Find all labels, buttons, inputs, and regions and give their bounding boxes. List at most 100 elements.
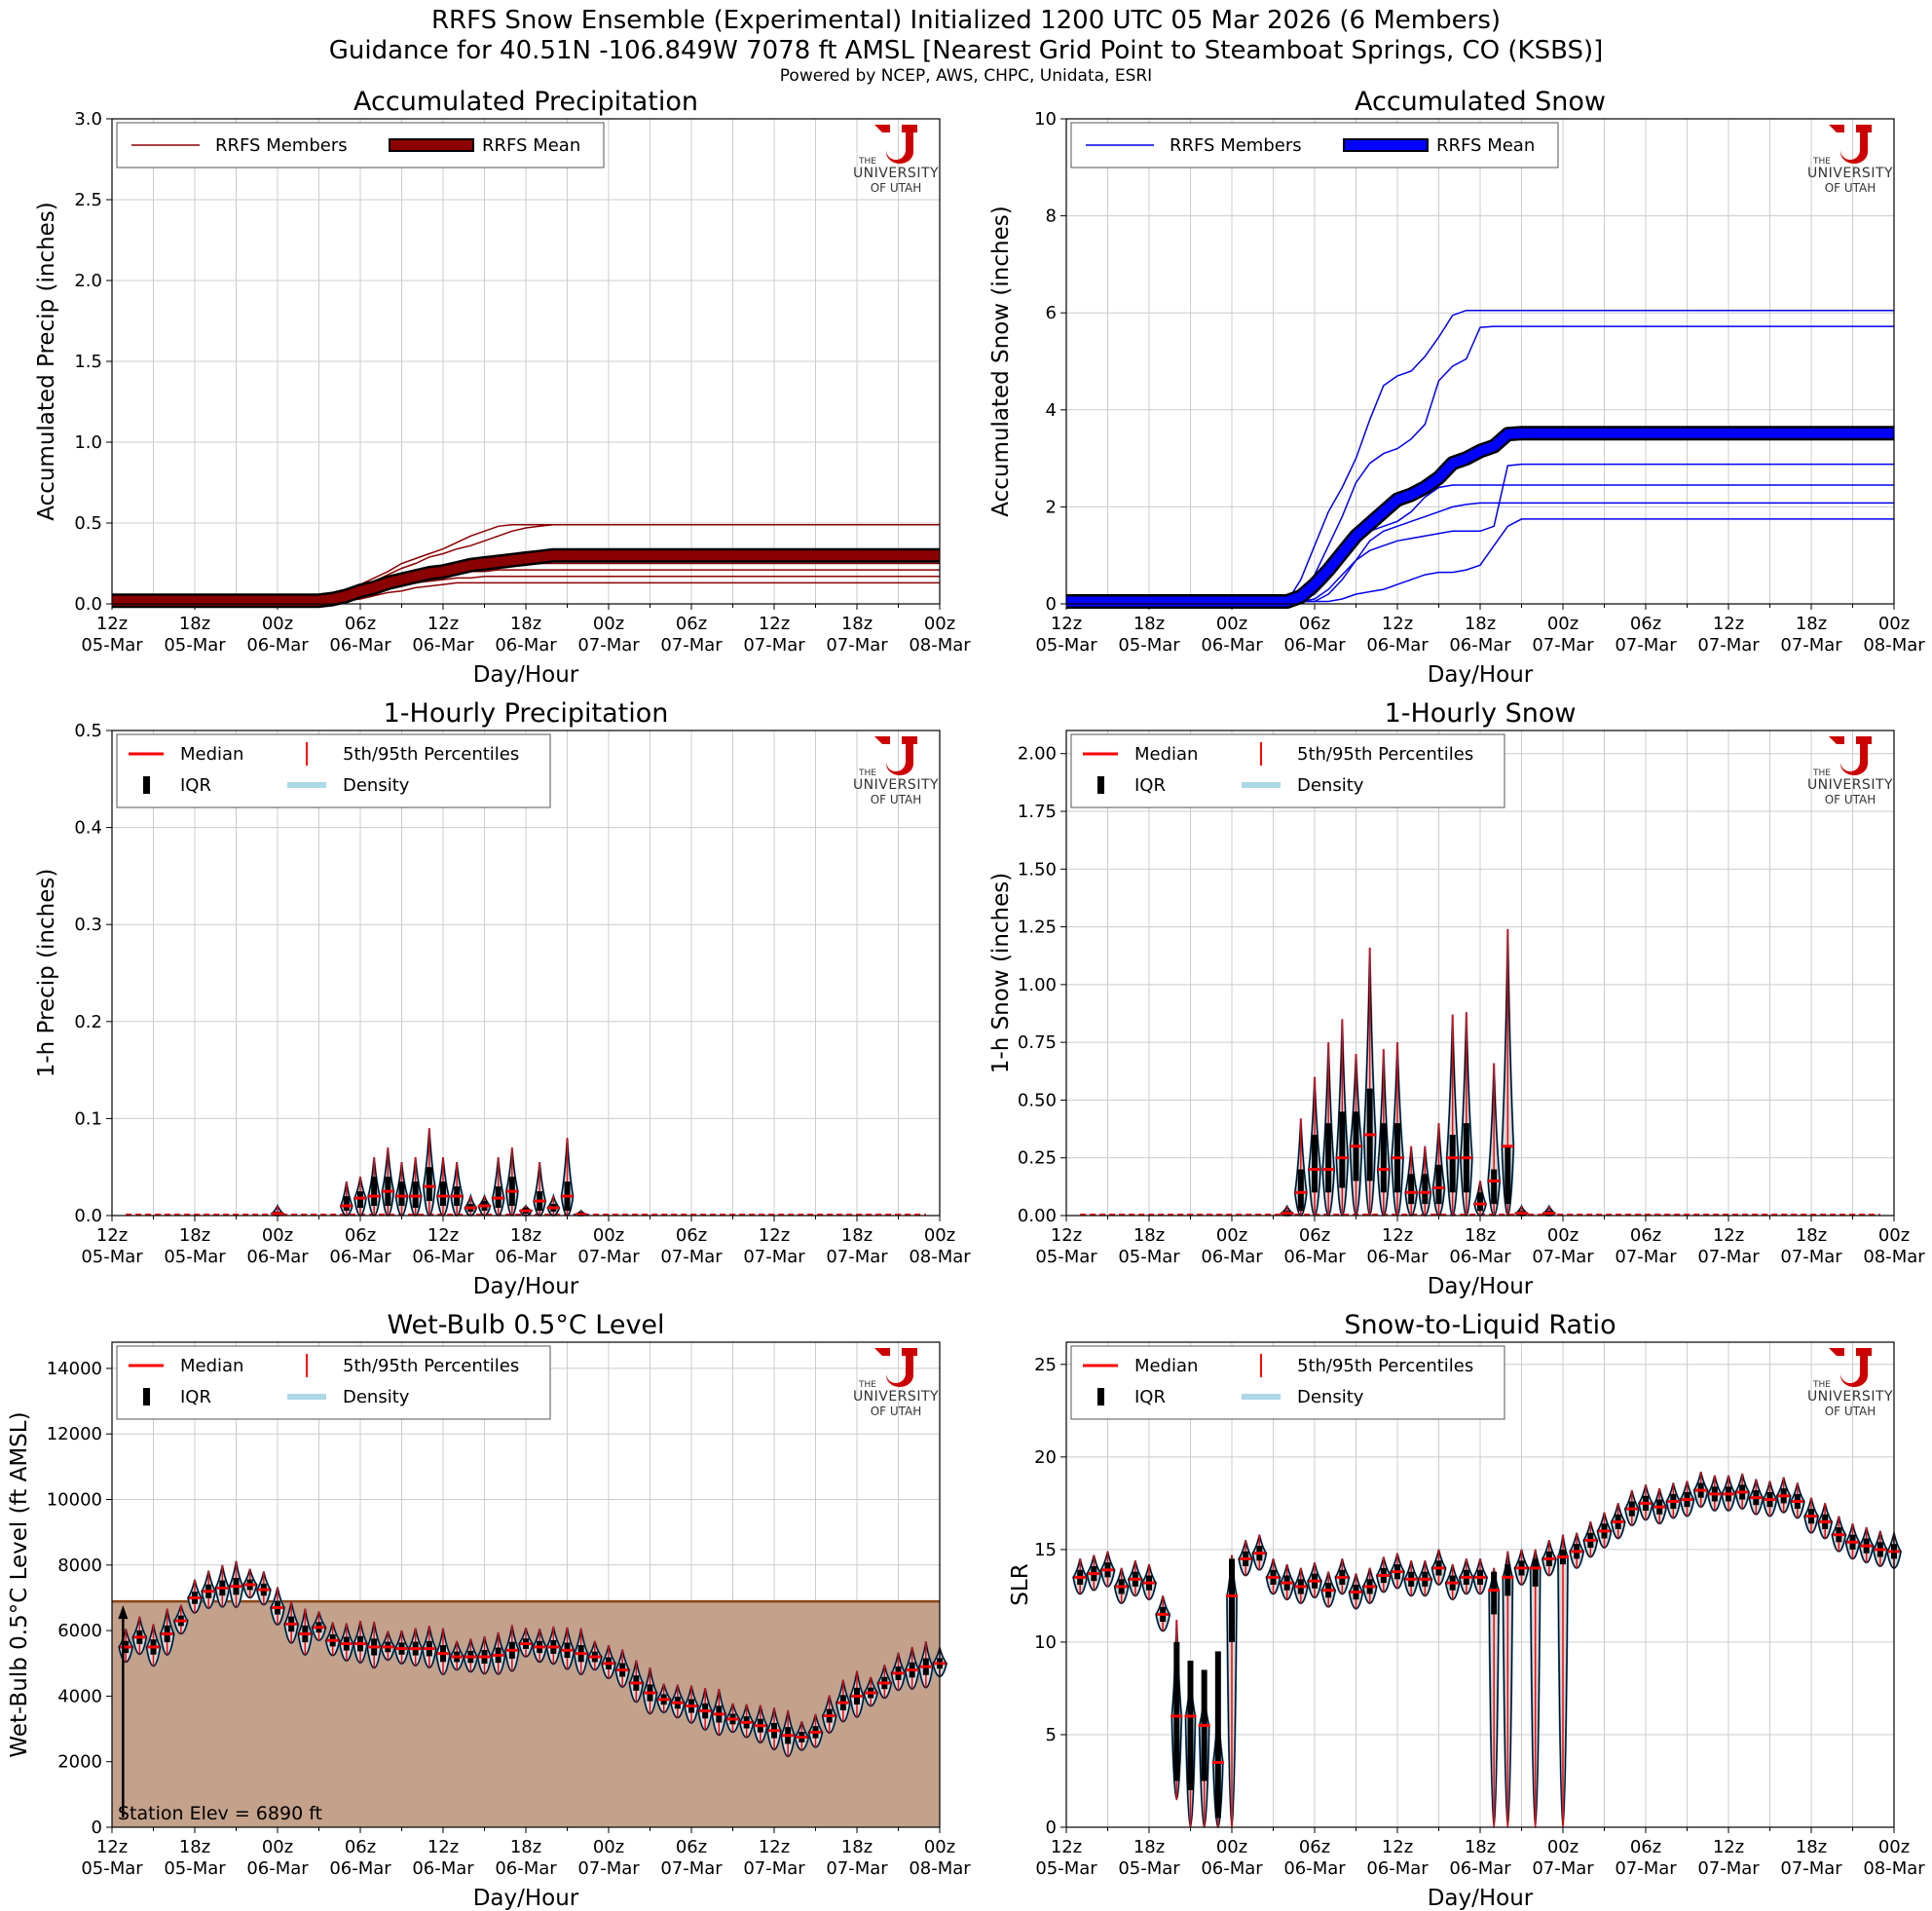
density-outline — [1542, 1540, 1557, 1577]
iqr-box — [1214, 1651, 1221, 1818]
density-outline — [601, 1645, 616, 1679]
violin — [1789, 1482, 1805, 1519]
density-outline — [1114, 1567, 1130, 1604]
x-tick-label-hour: 06z — [1299, 614, 1330, 634]
x-tick-label-day: 07-Mar — [1615, 1247, 1677, 1267]
panel-title: Wet-Bulb 0.5°C Level — [387, 1310, 664, 1340]
x-axis-label: Day/Hour — [1428, 1886, 1534, 1911]
violin — [324, 1622, 341, 1657]
violin — [1320, 1571, 1337, 1608]
violin — [1610, 1503, 1626, 1540]
violin — [863, 1676, 879, 1707]
violin — [476, 1635, 493, 1675]
x-tick-label-hour: 12z — [96, 1837, 128, 1857]
violin — [1844, 1523, 1861, 1560]
x-tick-label-hour: 18z — [1465, 1225, 1496, 1246]
plot-frame — [111, 118, 941, 605]
x-tick-label-day: 05-Mar — [1118, 635, 1180, 656]
x-tick-label-hour: 18z — [1465, 614, 1496, 634]
density-outline — [366, 1622, 382, 1668]
violin — [1734, 1473, 1751, 1511]
x-tick-label-day: 06-Mar — [1366, 1858, 1429, 1879]
x-tick-label-hour: 00z — [1878, 614, 1910, 634]
density-outline — [1320, 1571, 1336, 1608]
logo-of-utah: OF UTAH — [871, 793, 922, 806]
x-tick-label-day: 07-Mar — [743, 1247, 805, 1267]
x-tick-label-day: 07-Mar — [1697, 1247, 1760, 1267]
violin — [449, 1640, 465, 1671]
iqr-box — [1491, 1571, 1498, 1615]
violin — [738, 1704, 755, 1739]
iqr-box — [1339, 1111, 1346, 1188]
violin — [145, 1624, 162, 1667]
legend: Median 5th/95th Percentiles IQR Density — [116, 1345, 551, 1420]
y-tick-label: 0.5 — [74, 513, 102, 534]
violin — [1099, 1551, 1116, 1588]
density-outline — [1307, 1562, 1322, 1598]
violin — [255, 1571, 272, 1606]
density-outline — [711, 1688, 726, 1736]
x-tick-label-hour: 00z — [593, 614, 624, 634]
x-tick-label-day: 05-Mar — [164, 1247, 226, 1267]
x-tick-label-hour: 00z — [924, 614, 955, 634]
x-tick-label-day: 07-Mar — [1532, 1247, 1594, 1267]
x-tick-label-hour: 06z — [345, 614, 376, 634]
violin — [503, 1625, 520, 1672]
x-tick-label-hour: 18z — [179, 1225, 210, 1246]
y-tick-label: 3.0 — [74, 109, 102, 130]
y-tick-label: 2000 — [57, 1752, 102, 1773]
y-tick-label: 10 — [1034, 109, 1057, 130]
density-outline — [160, 1608, 175, 1656]
violin — [807, 1713, 824, 1748]
x-tick-label-hour: 18z — [841, 1225, 873, 1246]
legend-member-label: RRFS Members — [1170, 135, 1302, 156]
logo-university: UNIVERSITY — [1807, 166, 1893, 181]
violin — [421, 1626, 437, 1669]
x-tick-label-hour: 00z — [924, 1225, 955, 1246]
y-tick-label: 12000 — [47, 1424, 102, 1444]
violin — [1652, 1487, 1668, 1525]
x-tick-label-day: 06-Mar — [1201, 1858, 1263, 1879]
x-tick-label-day: 06-Mar — [1283, 1247, 1346, 1267]
legend: Median 5th/95th Percentiles IQR Density — [116, 733, 551, 808]
x-tick-label-day: 06-Mar — [1283, 1858, 1346, 1879]
x-tick-label-day: 07-Mar — [660, 1858, 723, 1879]
legend-iqr-swatch — [1097, 1388, 1104, 1405]
y-tick-label: 0.75 — [1018, 1032, 1057, 1053]
x-tick-label-day: 06-Mar — [329, 1247, 391, 1267]
y-tick-label: 8000 — [57, 1555, 102, 1576]
density-outline — [587, 1640, 603, 1670]
logo-of-utah: OF UTAH — [871, 1405, 922, 1418]
violin — [297, 1608, 314, 1657]
x-tick-label-day: 07-Mar — [1697, 1858, 1760, 1879]
violin — [1140, 1563, 1158, 1601]
y-tick-label: 6000 — [57, 1621, 102, 1641]
violin — [780, 1709, 797, 1758]
violin — [1349, 1053, 1363, 1218]
density-outline — [518, 1628, 534, 1658]
logo-the: THE — [858, 768, 876, 778]
x-tick-label-day: 06-Mar — [246, 1247, 309, 1267]
y-tick-label: 5 — [1046, 1725, 1057, 1745]
violin — [1113, 1567, 1130, 1605]
violin — [1513, 1549, 1530, 1587]
y-tick-label: 1.25 — [1018, 918, 1057, 938]
x-tick-label-day: 06-Mar — [495, 1858, 557, 1879]
y-tick-label: 2.00 — [1018, 744, 1057, 765]
violin — [1582, 1521, 1599, 1558]
y-axis-label: 1-h Snow (inches) — [988, 873, 1014, 1073]
density-outline — [228, 1560, 244, 1608]
y-tick-label: 2.5 — [74, 190, 102, 210]
panel-title: Snow-to-Liquid Ratio — [1344, 1310, 1616, 1340]
x-axis-label: Day/Hour — [473, 1886, 579, 1911]
x-tick-label-day: 06-Mar — [495, 635, 557, 656]
block-u-icon — [1829, 736, 1872, 775]
x-tick-label-day: 08-Mar — [909, 1858, 971, 1879]
density-outline — [131, 1616, 147, 1655]
x-tick-label-hour: 12z — [1713, 1225, 1744, 1246]
x-tick-label-day: 07-Mar — [826, 1858, 888, 1879]
x-tick-label-hour: 12z — [1051, 614, 1082, 634]
